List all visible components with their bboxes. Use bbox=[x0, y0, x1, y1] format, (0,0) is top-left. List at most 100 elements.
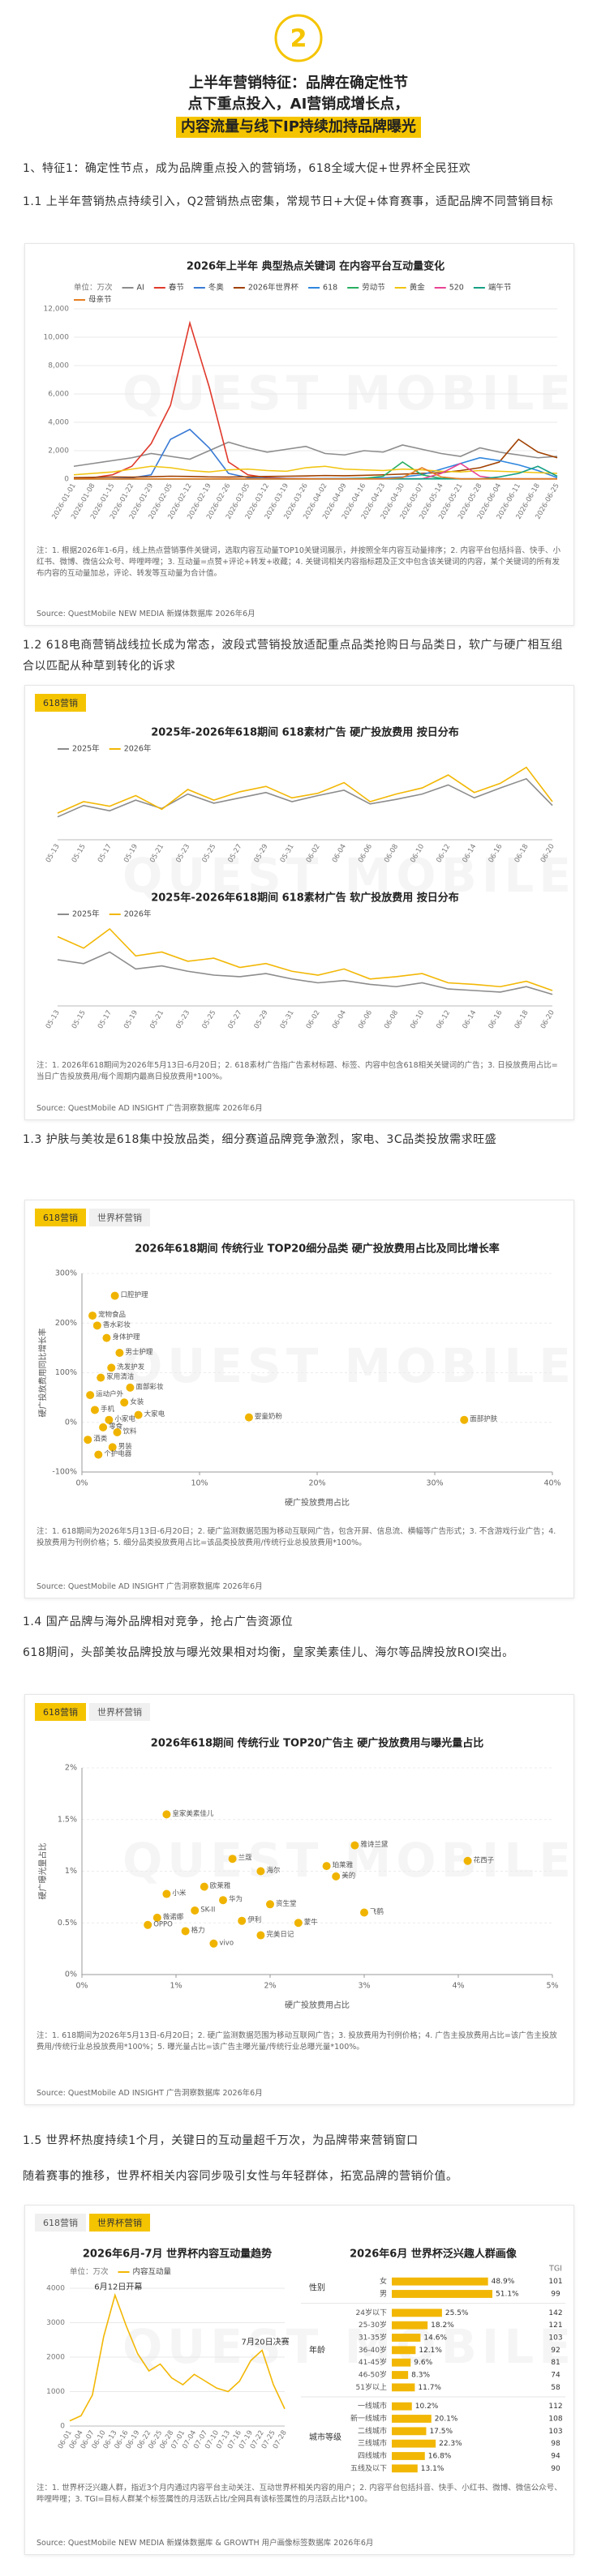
y-tick-label: 3000 bbox=[46, 2319, 65, 2327]
x-tick-label: 05-15 bbox=[71, 1009, 88, 1030]
point bbox=[219, 1896, 227, 1905]
point bbox=[105, 1415, 114, 1424]
x-tick-label: 06-02 bbox=[305, 843, 322, 864]
tgi-value: 103 bbox=[548, 2428, 562, 2436]
header-text: 内容流量与线下IP持续加持品牌曝光 bbox=[176, 117, 421, 138]
heading: 1.1 上半年营销热点持续引入，Q2营销热点密集，常规节日+大促+体育赛事，适配… bbox=[23, 195, 554, 208]
point-label: 小家电 bbox=[114, 1414, 135, 1423]
point bbox=[244, 1413, 253, 1422]
annotation: 6月12日开幕 bbox=[94, 2282, 142, 2292]
tgi-value: 92 bbox=[551, 2347, 560, 2355]
tab[interactable]: 世界杯营销 bbox=[89, 1703, 150, 1721]
value-label: 17.5% bbox=[429, 2428, 453, 2436]
x-tick-label: 05-19 bbox=[122, 1009, 140, 1030]
watermark: QUEST MOBILE bbox=[122, 1338, 576, 1393]
header-text: 上半年营销特征：品牌在确定性节 bbox=[189, 75, 408, 92]
x-tick-label: 06-08 bbox=[383, 1009, 400, 1030]
tab[interactable]: 618营销 bbox=[35, 694, 86, 712]
heading: 1.5 世界杯热度持续1个月，关键日的互动量超千万次，为品牌带来营销窗口 bbox=[23, 2134, 419, 2147]
x-tick-label: 05-17 bbox=[97, 1009, 114, 1030]
point-label: 个护电器 bbox=[104, 1449, 132, 1458]
point-label: 香水彩妆 bbox=[103, 1320, 131, 1329]
x-tick-label: 06-10 bbox=[409, 1009, 426, 1030]
heading: 1.3 护肤与美妆是618集中投放品类，细分赛道品牌竞争激烈，家电、3C品类投放… bbox=[23, 1133, 497, 1146]
category-label: 五线及以下 bbox=[350, 2463, 387, 2473]
tab[interactable]: 618营销 bbox=[35, 1209, 86, 1226]
value-label: 25.5% bbox=[445, 2309, 469, 2317]
point-label: 大家电 bbox=[144, 1410, 165, 1419]
x-tick-label: 05-31 bbox=[279, 1009, 296, 1030]
point bbox=[115, 1349, 124, 1357]
point bbox=[152, 1913, 161, 1922]
category-label: 41-45岁 bbox=[359, 2357, 387, 2367]
tgi-value: 98 bbox=[551, 2440, 560, 2448]
point bbox=[200, 1882, 208, 1891]
source: Source: QuestMobile NEW MEDIA 新媒体数据库 202… bbox=[37, 610, 256, 618]
notes: 注：1. 618期间为2026年5月13日-6月20日；2. 硬广监测数据范围为… bbox=[37, 2031, 557, 2052]
chart: 2025年-2026年618期间 618素材广告 硬广投放费用 按日分布 2025… bbox=[45, 726, 556, 1031]
header-line: 内容流量与线下IP持续加持品牌曝光 bbox=[0, 117, 597, 138]
x-tick-label: 06-18 bbox=[513, 843, 530, 864]
chart-panel: 618营销 QUEST MOBILE 2025年-2026年618期间 618素… bbox=[24, 685, 574, 1120]
tab[interactable]: 618营销 bbox=[35, 2214, 86, 2232]
x-tick-label: 06-14 bbox=[461, 1009, 478, 1030]
chart-title: 2025年-2026年618期间 618素材广告 硬广投放费用 按日分布 bbox=[151, 726, 459, 739]
point-label: 洗发护发 bbox=[117, 1363, 145, 1371]
y-tick-label: 4000 bbox=[46, 2285, 65, 2293]
x-tick-label: 05-21 bbox=[148, 843, 165, 864]
x-tick-label: 06-20 bbox=[539, 1009, 556, 1030]
point-label: 薇诺娜 bbox=[163, 1912, 184, 1921]
point bbox=[162, 1810, 171, 1819]
x-axis-title: 硬广投放费用占比 bbox=[285, 2000, 350, 2010]
tab[interactable]: 世界杯营销 bbox=[89, 1209, 150, 1226]
x-tick-label: 05-19 bbox=[122, 843, 140, 864]
x-tick-label: 4% bbox=[452, 1982, 464, 1991]
series-line bbox=[74, 467, 557, 480]
legend-label: 2026年世界杯 bbox=[248, 283, 299, 293]
tgi-value: 108 bbox=[548, 2416, 562, 2424]
paragraph: 618期间，头部美妆品牌投放与曝光效果相对均衡，皇家美素佳儿、海尔等品牌投放RO… bbox=[23, 1646, 514, 1659]
point-label: 女装 bbox=[130, 1397, 144, 1406]
tab[interactable]: 618营销 bbox=[35, 1703, 86, 1721]
point-label: 家用清洁 bbox=[106, 1372, 135, 1381]
chart-title: 2026年618期间 传统行业 TOP20广告主 硬广投放费用与曝光量占比 bbox=[151, 1737, 483, 1750]
point bbox=[92, 1321, 101, 1330]
point bbox=[144, 1920, 152, 1929]
point bbox=[463, 1856, 472, 1865]
y-tick-label: 0% bbox=[65, 1418, 77, 1427]
point-label: OPPO bbox=[153, 1920, 173, 1928]
point-label: 婴童奶粉 bbox=[255, 1412, 283, 1421]
point bbox=[86, 1391, 95, 1400]
bar bbox=[392, 2277, 488, 2286]
x-tick-label: 1% bbox=[170, 1982, 182, 1991]
section-number: 2 bbox=[290, 25, 307, 53]
legend-label: 端午节 bbox=[488, 283, 512, 293]
legend-label: 黄金 bbox=[410, 283, 426, 293]
series-line bbox=[57, 766, 553, 814]
point bbox=[90, 1406, 99, 1414]
point bbox=[238, 1916, 247, 1925]
group-label: 城市等级 bbox=[309, 2432, 341, 2442]
point-label: 欧莱雅 bbox=[210, 1881, 231, 1890]
point bbox=[228, 1855, 237, 1864]
value-label: 16.8% bbox=[428, 2453, 452, 2461]
point bbox=[181, 1927, 190, 1936]
y-tick-label: 4,000 bbox=[48, 419, 69, 427]
point bbox=[110, 1291, 119, 1300]
x-tick-label: 10% bbox=[191, 1479, 208, 1488]
tgi-value: 112 bbox=[548, 2403, 562, 2411]
y-tick-label: 200% bbox=[55, 1319, 77, 1328]
tab[interactable]: 世界杯营销 bbox=[89, 2214, 150, 2232]
y-tick-label: 0 bbox=[60, 2423, 65, 2431]
category-label: 36-40岁 bbox=[359, 2345, 387, 2355]
y-tick-label: 12,000 bbox=[44, 306, 70, 314]
point-label: 资生堂 bbox=[276, 1899, 297, 1908]
y-tick-label: 1000 bbox=[46, 2388, 65, 2396]
legend-label: 劳动节 bbox=[362, 283, 385, 293]
value-label: 51.1% bbox=[496, 2291, 519, 2299]
tgi-header: TGI bbox=[548, 2265, 562, 2274]
